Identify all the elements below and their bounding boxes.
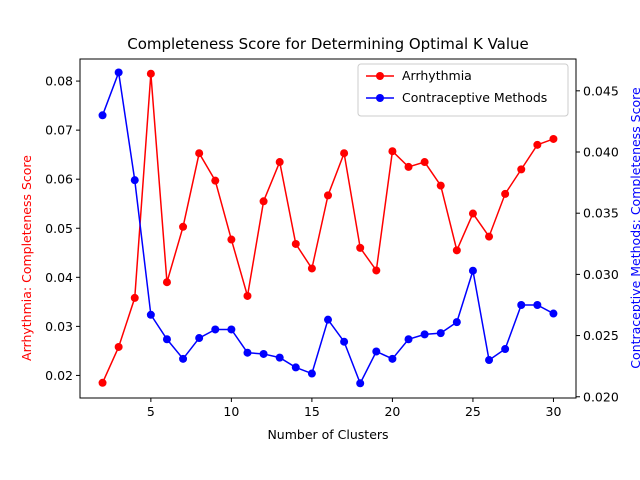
series-arrhythmia-point (243, 291, 252, 300)
series-contraceptive-methods-point (452, 318, 461, 327)
series-arrhythmia-point (501, 189, 510, 198)
series-contraceptive-methods-point (436, 329, 445, 338)
axes-layer: 5 10 15 20 25 30 0.02 0.03 0.04 0.05 0.06 0.07 0.08 0… (45, 58, 619, 419)
series-contraceptive-methods-point (291, 363, 300, 372)
legend-marker-contraceptive (376, 94, 384, 102)
x-tick-label: 20 (384, 404, 400, 419)
right-y-tick-label: 0.030 (583, 267, 619, 282)
series-arrhythmia-point (468, 209, 477, 218)
right-y-tick-label: 0.025 (583, 328, 619, 343)
legend-label-arrhythmia: Arrhythmia (402, 68, 472, 83)
plot-layer (98, 68, 558, 388)
series-contraceptive-methods-point (211, 325, 220, 334)
series-arrhythmia-point (98, 378, 107, 387)
series-contraceptive-methods-point (307, 369, 316, 378)
series-arrhythmia-point (146, 69, 155, 78)
series-arrhythmia-point (420, 158, 429, 167)
left-y-tick-label: 0.07 (45, 123, 73, 138)
right-y-tick-label: 0.035 (583, 206, 619, 221)
series-contraceptive-methods-point (227, 325, 236, 334)
series-contraceptive-methods-point (340, 337, 349, 346)
series-contraceptive-methods-point (324, 315, 332, 324)
series-arrhythmia-point (340, 149, 349, 158)
series-contraceptive-methods-point (485, 356, 494, 365)
left-y-tick-label: 0.02 (45, 368, 73, 383)
right-axis-title: Contraceptive Methods: Completeness Scor… (628, 87, 640, 369)
series-arrhythmia-point (517, 165, 526, 174)
series-arrhythmia-point (211, 176, 220, 185)
legend-marker-arrhythmia (376, 72, 384, 80)
x-tick-label: 5 (147, 404, 155, 419)
series-arrhythmia-point (179, 222, 188, 231)
series-contraceptive-methods-point (179, 354, 188, 363)
series-arrhythmia-point (259, 197, 268, 206)
series-contraceptive-methods-point (243, 348, 252, 357)
series-arrhythmia-point (307, 264, 316, 273)
series-contraceptive-methods-point (420, 330, 429, 339)
series-contraceptive-methods-point (549, 309, 558, 318)
series-contraceptive-methods-point (404, 335, 413, 344)
left-y-tick-label: 0.03 (45, 319, 73, 334)
series-arrhythmia-point (533, 140, 542, 149)
series-arrhythmia-point (388, 147, 397, 156)
x-axis-title: Number of Clusters (267, 427, 388, 442)
series-arrhythmia-point (452, 246, 461, 255)
series-contraceptive-methods-point (468, 266, 477, 275)
series-contraceptive-methods-point (501, 345, 510, 354)
series-contraceptive-methods-point (356, 379, 365, 388)
series-arrhythmia-point (372, 266, 381, 275)
x-tick-label: 30 (546, 404, 562, 419)
series-contraceptive-methods-point (533, 300, 542, 309)
x-tick-label: 15 (304, 404, 320, 419)
legend-box (357, 63, 569, 117)
series-contraceptive-methods-point (98, 111, 107, 120)
series-contraceptive-methods-point (388, 354, 397, 363)
series-arrhythmia-point (114, 342, 123, 351)
left-y-tick-label: 0.06 (45, 172, 73, 187)
series-contraceptive-methods-point (195, 334, 204, 343)
legend-label-contraceptive: Contraceptive Methods (402, 90, 547, 105)
series-arrhythmia-point (549, 134, 558, 143)
right-y-tick-label: 0.020 (583, 389, 619, 404)
left-axis-title: Arrhythmia: Completeness Score (19, 155, 34, 361)
series-arrhythmia-point (485, 232, 494, 241)
series-arrhythmia-point (130, 293, 139, 302)
series-contraceptive-methods-point (517, 300, 526, 309)
series-contraceptive-methods-point (130, 176, 139, 185)
series-contraceptive-methods-point (372, 347, 381, 356)
series-arrhythmia-point (195, 149, 204, 158)
series-arrhythmia-point (356, 243, 365, 252)
series-contraceptive-methods-point (275, 353, 284, 362)
series-arrhythmia-point (291, 239, 300, 248)
left-y-tick-label: 0.08 (45, 74, 73, 89)
series-arrhythmia-point (436, 181, 445, 190)
left-y-tick-label: 0.05 (45, 221, 73, 236)
x-tick-label: 25 (465, 404, 481, 419)
chart-title: Completeness Score for Determining Optim… (127, 35, 529, 53)
series-contraceptive-methods-point (146, 310, 155, 319)
x-tick-label: 10 (223, 404, 239, 419)
right-y-tick-label: 0.045 (583, 83, 619, 98)
series-arrhythmia-point (162, 278, 171, 287)
series-arrhythmia-point (275, 158, 284, 167)
legend: Arrhythmia Contraceptive Methods (357, 63, 569, 117)
left-y-tick-label: 0.04 (45, 270, 73, 285)
series-contraceptive-methods-point (162, 335, 171, 344)
series-contraceptive-methods-point (114, 68, 123, 77)
series-arrhythmia-point (324, 191, 332, 200)
right-y-tick-label: 0.040 (583, 145, 619, 160)
series-arrhythmia-point (404, 162, 413, 171)
series-contraceptive-methods-point (259, 349, 268, 358)
series-arrhythmia-point (227, 235, 236, 244)
